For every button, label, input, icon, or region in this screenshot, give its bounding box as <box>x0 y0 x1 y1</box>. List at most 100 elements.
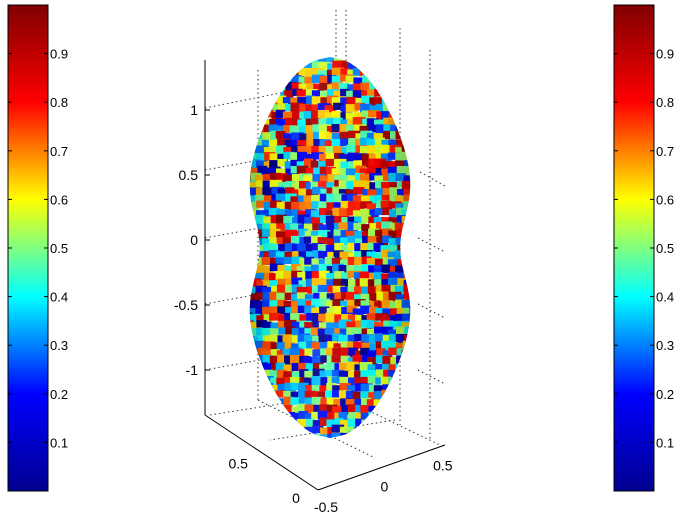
surface-cell <box>256 76 270 87</box>
surface-cell <box>416 356 428 366</box>
surface-cell <box>403 263 411 272</box>
surface-cell <box>417 145 428 154</box>
surface-cell <box>249 238 261 247</box>
surface-cell <box>396 371 406 379</box>
surface-cell <box>235 84 245 93</box>
surface-cell <box>255 60 267 69</box>
surface-cell <box>418 222 431 232</box>
surface-cell <box>409 77 411 87</box>
surface-cell <box>397 67 409 78</box>
surface-cell <box>236 299 248 309</box>
surface-cell <box>234 397 245 405</box>
surface-cell <box>249 432 259 438</box>
surface-cell <box>409 266 411 275</box>
surface-cell <box>375 57 389 62</box>
surface-cell <box>283 418 296 427</box>
surface-cell <box>348 57 360 64</box>
surface-cell <box>396 103 409 114</box>
colorbar-right-tick-label: 0.5 <box>656 241 674 256</box>
surface-cell <box>394 111 405 121</box>
surface-cell <box>249 418 261 429</box>
surface-cell <box>283 427 297 437</box>
surface-cell <box>401 109 411 120</box>
surface-cell <box>408 357 411 367</box>
surface-cell <box>375 69 388 78</box>
surface-cell <box>424 376 436 385</box>
colorbar-right-tick-label: 0.4 <box>656 290 674 305</box>
surface-cell <box>402 361 411 370</box>
surface-cell <box>276 57 287 63</box>
surface-cell <box>418 209 430 217</box>
surface-cell <box>283 434 296 438</box>
surface-cell <box>409 411 411 421</box>
surface-cell <box>409 375 411 384</box>
surface-cell <box>396 57 409 66</box>
surface-cell <box>423 350 435 358</box>
surface-cell <box>417 105 429 113</box>
surface-cell <box>410 329 420 338</box>
surface-cell <box>395 431 406 438</box>
surface-cell <box>404 118 411 127</box>
surface-cell <box>418 215 431 222</box>
z-tick-label: 1 <box>190 102 198 118</box>
surface-cell <box>249 144 253 154</box>
surface-cell <box>250 69 263 78</box>
surface-cell <box>271 83 281 93</box>
colorbar-right-tick-label: 0.3 <box>656 338 674 353</box>
surface-cell <box>402 67 411 78</box>
surface-cell <box>249 378 261 389</box>
surface-cell <box>249 326 251 337</box>
surface-cell <box>249 244 259 253</box>
surface-cell <box>418 383 431 393</box>
surface-cell <box>234 119 246 128</box>
surface-cell <box>418 278 430 286</box>
surface-cell <box>423 398 433 406</box>
surface-cell <box>381 75 394 84</box>
surface-cell <box>423 229 434 237</box>
surface-cell <box>402 397 411 406</box>
surface-cell <box>425 265 437 273</box>
surface-cell <box>418 61 427 69</box>
surface-cell <box>270 61 281 70</box>
surface-cell <box>249 363 261 373</box>
surface-cell <box>411 104 421 112</box>
surface-cell <box>411 84 423 92</box>
surface-cell <box>234 370 244 378</box>
colorbar-right-fill <box>613 4 655 492</box>
surface-cell <box>402 83 411 92</box>
surface-cell <box>235 69 246 77</box>
surface-cell <box>382 396 395 406</box>
surface-cell <box>424 223 433 231</box>
surface-cell <box>235 264 245 274</box>
surface-cell <box>249 249 253 258</box>
surface-cell <box>249 215 251 225</box>
surface-cell <box>411 182 423 190</box>
surface-cell <box>401 76 411 86</box>
surface-cell <box>262 391 275 400</box>
surface-cell <box>236 133 247 141</box>
surface-cell <box>249 112 259 120</box>
surface-cell <box>396 412 406 422</box>
surface-cell <box>236 434 246 441</box>
surface-cell <box>348 431 359 438</box>
surface-cell <box>236 364 248 373</box>
surface-cell <box>416 364 426 373</box>
surface-cell <box>418 175 431 184</box>
surface-cell <box>388 403 402 414</box>
surface-cell <box>411 201 420 208</box>
surface-cell <box>425 280 437 288</box>
surface-cell <box>404 57 411 63</box>
surface-cell <box>234 188 246 197</box>
surface-cell <box>374 432 386 438</box>
surface-cell <box>249 221 252 232</box>
surface-cell <box>234 411 246 418</box>
surface-cell <box>235 180 247 188</box>
surface-cell <box>235 306 248 316</box>
colorbar-left-tick-label: 0.6 <box>50 192 68 207</box>
surface-cell <box>249 124 254 132</box>
surface-cell <box>249 419 254 429</box>
surface-cell <box>236 341 247 350</box>
surface-cell <box>236 273 246 280</box>
surface-cell <box>261 76 274 85</box>
